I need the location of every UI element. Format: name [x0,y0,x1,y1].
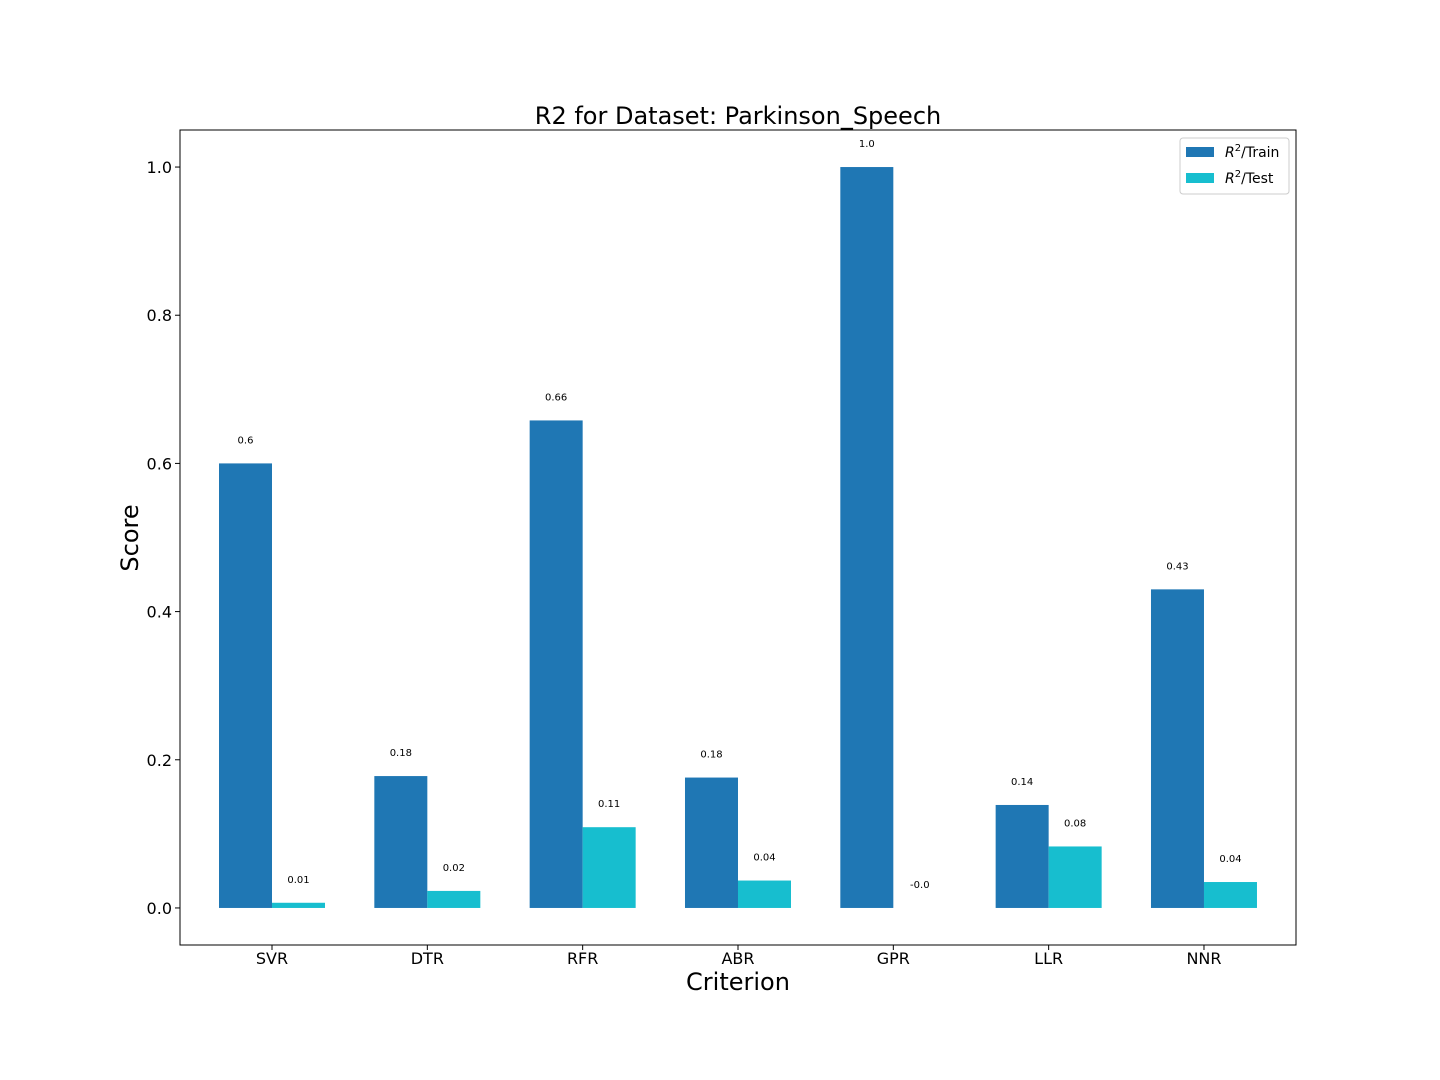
chart-title: R2 for Dataset: Parkinson_Speech [535,102,941,130]
data-label: 0.08 [1064,818,1086,829]
bar-svr-test [272,902,325,908]
x-tick-label: ABR [721,949,754,968]
data-label: 0.04 [1219,854,1241,865]
legend-swatch [1186,173,1214,183]
x-tick-label: LLR [1034,949,1063,968]
y-tick-label: 0.2 [147,751,172,770]
y-tick-label: 0.6 [147,454,172,473]
x-tick-label: GPR [877,949,910,968]
x-axis-label: Criterion [686,968,790,996]
y-tick-label: 0.4 [147,603,172,622]
data-label: 0.11 [598,799,620,810]
legend-entry-superscript: 2 [1235,143,1241,154]
legend-entry-base: R [1225,171,1235,187]
x-tick-label: NNR [1186,949,1221,968]
bar-abr-train [684,777,738,908]
data-label: 0.04 [753,853,775,864]
bar-dtr-test [427,890,481,908]
bar-abr-test [737,880,791,908]
legend-entry: R2/Test [1225,169,1274,187]
legend-entry-base: R [1225,145,1235,161]
bar-rfr-train [529,420,583,908]
bar-gpr-train [840,167,894,908]
data-label: 1.0 [859,139,875,150]
data-label: -0.0 [910,880,930,891]
data-label: 0.18 [700,750,722,761]
y-axis-label: Score [116,504,144,571]
bar-llr-test [1048,846,1102,908]
legend-entry-superscript: 2 [1235,169,1241,180]
data-label: 0.18 [390,748,412,759]
legend-entry: R2/Train [1225,143,1279,161]
bar-nnr-train [1150,589,1204,908]
plot-area: 0.0 0.2 0.4 0.6 0.8 1.0 0.6 0.01 SVR 0.18 0.02 DTR 0… [147,139,1257,968]
legend-swatch [1186,147,1214,157]
bar-rfr-test [582,827,636,908]
bar-nnr-test [1203,882,1257,908]
bar-llr-train [995,804,1049,908]
data-label: 0.66 [545,392,567,403]
data-label: 0.02 [443,863,465,874]
data-label: 0.43 [1166,561,1188,572]
plot-frame [179,129,1297,946]
bar-dtr-train [374,776,428,908]
data-label: 0.14 [1011,777,1033,788]
x-tick-label: RFR [567,949,598,968]
data-label: 0.6 [238,435,254,446]
legend-entry-suffix: /Test [1241,171,1274,187]
legend-entry-suffix: /Train [1241,145,1279,161]
x-tick-label: SVR [256,949,288,968]
data-label: 0.01 [287,875,309,886]
y-tick-label: 1.0 [147,158,172,177]
bar-svr-train [219,463,272,908]
x-tick-label: DTR [411,949,444,968]
y-tick-label: 0.0 [147,899,172,918]
y-tick-label: 0.8 [147,306,172,325]
